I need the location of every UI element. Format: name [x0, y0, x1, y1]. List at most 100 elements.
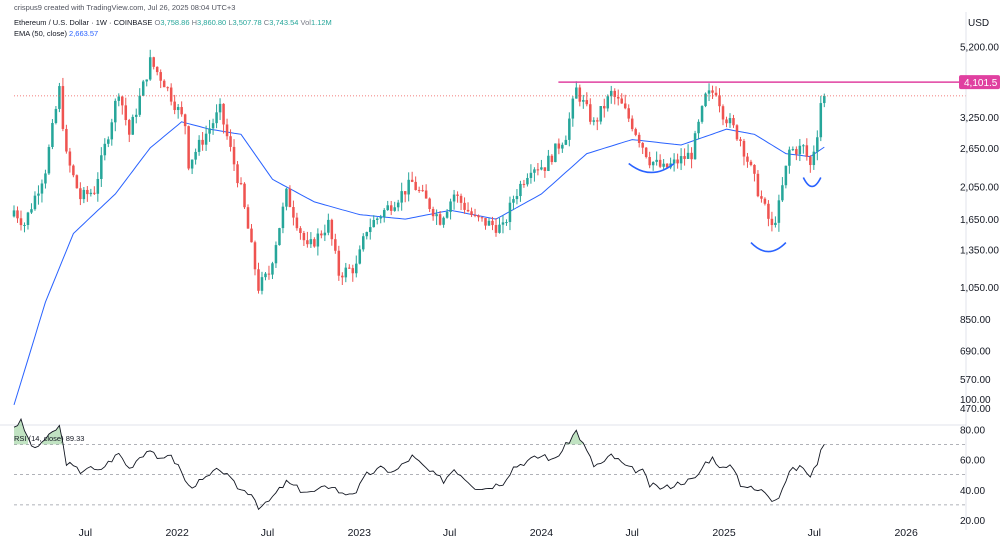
rsi-tick-label: 60.00: [960, 456, 985, 467]
candle: [89, 188, 93, 197]
candle: [166, 86, 169, 92]
time-axis[interactable]: Jul 2022 Jul 2023 Jul 2024 Jul 2025 Jul 2026: [79, 527, 918, 539]
price-axis[interactable]: USD 5,200.00 4,101.5 3,250.00 2,650.00 2,050.…: [959, 12, 1000, 530]
candle: [417, 186, 421, 193]
ohlc-close-label: C: [263, 18, 270, 27]
time-tick-label: Jul: [79, 527, 92, 539]
candle: [358, 245, 362, 265]
candle: [215, 104, 218, 129]
rsi-tick-label: 40.00: [960, 486, 985, 497]
candle: [589, 98, 592, 125]
candle: [777, 194, 781, 232]
candle: [543, 167, 547, 178]
candle: [686, 144, 690, 159]
candle: [86, 186, 89, 202]
currency-label: USD: [968, 18, 989, 29]
candle: [529, 164, 533, 184]
rsi-tick-label: 80.00: [960, 425, 985, 436]
candle: [564, 135, 568, 146]
candle: [194, 148, 197, 165]
candle: [456, 191, 459, 203]
candle: [169, 83, 173, 106]
candle: [561, 142, 564, 153]
candle: [498, 217, 501, 234]
candle: [236, 161, 239, 188]
candle: [781, 177, 784, 203]
rsi-panel[interactable]: 100.00 80.00 60.00 40.00 20.00: [0, 395, 991, 527]
candle: [805, 138, 809, 161]
candle: [372, 215, 376, 228]
candle: [341, 272, 344, 286]
pattern-trough-arc[interactable]: [802, 177, 822, 188]
candle: [292, 200, 295, 226]
candle: [512, 195, 515, 211]
price-tick-label: 3,250.00: [960, 113, 999, 124]
symbol-legend[interactable]: Ethereum / U.S. Dollar · 1W · COINBASE O…: [14, 18, 332, 27]
candle: [403, 191, 407, 203]
candle: [334, 233, 337, 254]
candle: [634, 127, 637, 137]
candle: [201, 131, 204, 151]
candle: [508, 196, 512, 231]
candle: [819, 95, 823, 142]
candle: [313, 237, 316, 248]
candle: [690, 147, 693, 169]
candle: [58, 82, 61, 113]
candle: [134, 108, 138, 124]
candle: [452, 189, 456, 210]
rsi-legend[interactable]: RSI (14, close) 89.33: [14, 434, 84, 443]
candle: [204, 125, 208, 151]
candle: [152, 56, 155, 70]
symbol-title: Ethereum / U.S. Dollar · 1W · COINBASE: [14, 18, 153, 27]
candle: [128, 118, 131, 143]
candle: [438, 211, 442, 226]
candle: [351, 264, 355, 282]
candle: [536, 162, 540, 176]
candle: [187, 125, 190, 171]
candle: [96, 172, 100, 202]
candle: [306, 231, 309, 248]
rsi-value: 89.33: [65, 434, 85, 443]
ema-legend[interactable]: EMA (50, close) 2,663.57: [14, 29, 98, 38]
candle: [711, 85, 714, 99]
candle: [183, 113, 187, 135]
rsi-line: [13, 417, 825, 511]
ohlc-high: 3,860.80: [197, 18, 227, 27]
candle: [40, 179, 44, 203]
candle: [30, 203, 33, 214]
ema-50-line: [13, 121, 825, 406]
ohlc-open: 3,758.86: [160, 18, 190, 27]
price-tick-label: 1,350.00: [960, 245, 999, 256]
candle: [725, 116, 728, 128]
candle: [491, 216, 494, 231]
price-label-badge[interactable]: 4,101.5: [959, 75, 1000, 90]
candle: [47, 144, 51, 175]
candle: [421, 184, 424, 192]
candle: [763, 197, 767, 206]
candle: [37, 185, 40, 205]
candle: [44, 169, 47, 189]
price-tick-label: 4,101.5: [964, 78, 998, 89]
candle: [368, 218, 372, 240]
time-tick-label: 2026: [894, 527, 918, 539]
candle: [173, 94, 176, 115]
candle: [348, 264, 351, 269]
candle: [225, 118, 229, 140]
candle: [613, 88, 616, 105]
candle: [110, 118, 114, 146]
candle: [554, 143, 557, 163]
price-tick-label: 470.00: [960, 404, 991, 415]
candle: [222, 103, 225, 134]
candle: [124, 97, 128, 126]
candle: [672, 153, 676, 172]
candle: [145, 79, 148, 87]
candle: [285, 187, 288, 211]
candle: [603, 98, 606, 118]
candle: [606, 94, 610, 112]
pattern-trough-arc[interactable]: [750, 242, 787, 253]
candle: [540, 159, 543, 171]
pattern-trough-arc[interactable]: [628, 162, 675, 174]
candle: [627, 104, 630, 123]
candle: [61, 77, 65, 132]
